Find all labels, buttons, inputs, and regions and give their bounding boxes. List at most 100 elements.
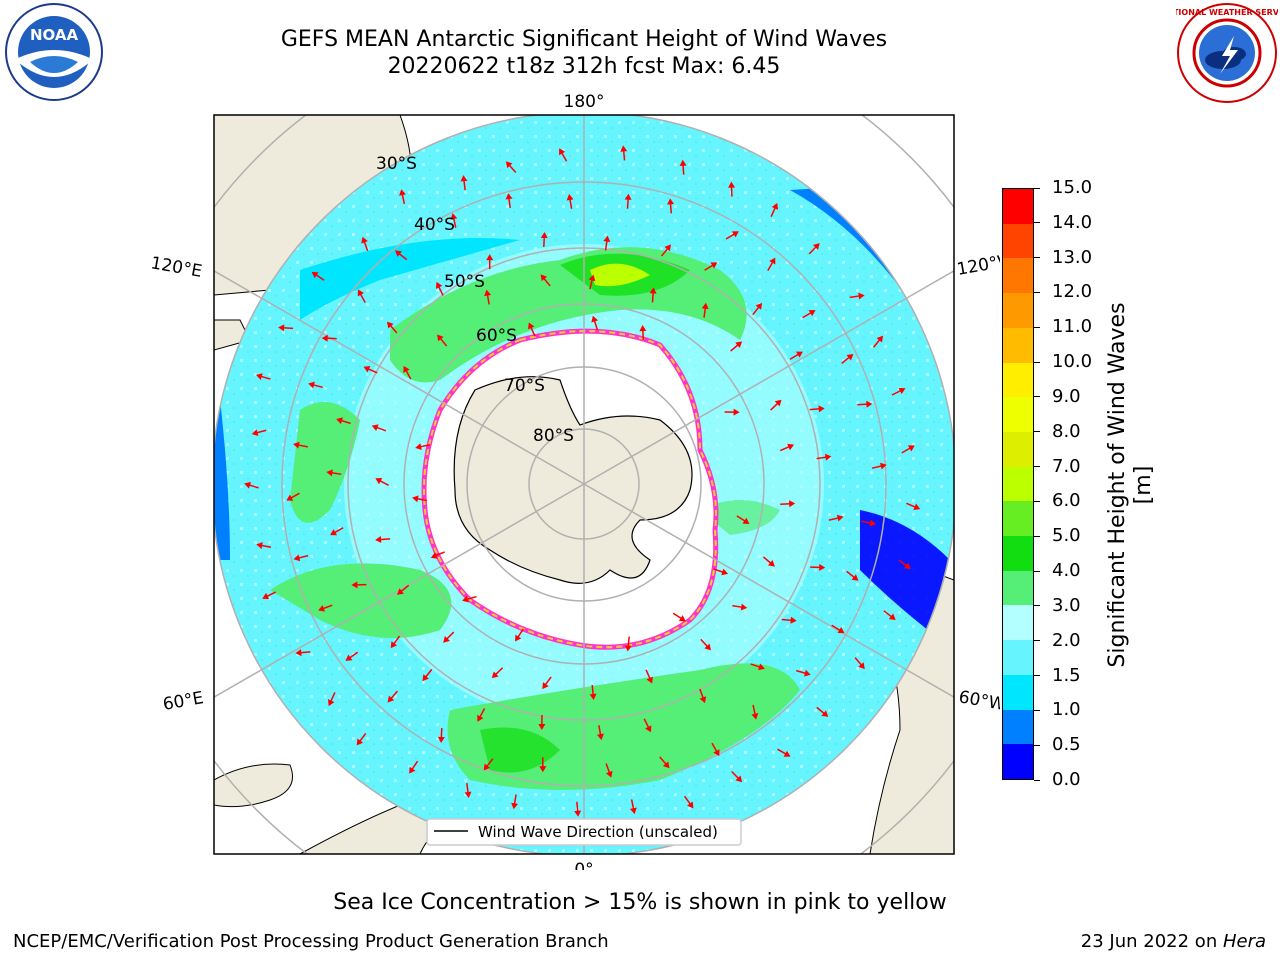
wave-direction-arrow [356, 732, 367, 746]
wave-direction-arrow [251, 429, 267, 436]
wave-direction-arrow [336, 417, 351, 425]
chart-title: GEFS MEAN Antarctic Significant Height o… [280, 27, 888, 52]
wave-direction-arrow [484, 289, 492, 305]
wave-direction-arrow [846, 570, 859, 581]
colorbar-tick [1034, 709, 1040, 711]
colorbar-tick [1034, 187, 1040, 189]
wave-direction-arrow [854, 657, 865, 670]
colorbar-tick [1034, 326, 1040, 328]
wave-direction-arrow [767, 257, 776, 271]
wave-direction-arrow [629, 799, 637, 815]
lon-label-60e: 60°E [161, 688, 205, 715]
wave-direction-arrow [751, 704, 759, 720]
colorbar-tick-label: 15.0 [1052, 177, 1093, 198]
wave-direction-arrow [620, 145, 628, 161]
map-legend: Wind Wave Direction (unscaled) [426, 818, 742, 846]
wave-direction-arrow [802, 310, 816, 319]
colorbar-tick-label: 1.5 [1052, 664, 1081, 686]
colorbar-tick-label: 8.0 [1052, 420, 1081, 442]
colorbar-tick-label: 10.0 [1052, 351, 1093, 373]
wave-direction-arrow [483, 758, 494, 771]
wave-direction-arrow [293, 554, 309, 562]
wave-direction-arrow [724, 408, 740, 416]
colorbar-tick [1034, 570, 1040, 572]
wave-direction-arrow [505, 161, 517, 173]
wave-direction-arrow [711, 742, 720, 757]
lat-label-70s: 70°S [504, 376, 545, 396]
wave-direction-arrow [539, 757, 547, 773]
wave-direction-arrow [906, 502, 921, 510]
wave-direction-arrow [327, 692, 336, 707]
colorbar-tick-label: 6.0 [1052, 490, 1081, 512]
noaa-logo-icon: NOAA [5, 3, 103, 101]
colorbar-tick-label: 2.0 [1052, 629, 1081, 651]
wave-direction-arrow [515, 628, 524, 642]
wave-direction-arrow [831, 624, 845, 634]
wave-direction-arrow [713, 568, 729, 576]
wave-direction-arrow [422, 668, 433, 682]
wave-direction-arrow [750, 663, 765, 671]
wave-direction-arrow [430, 551, 445, 559]
wave-direction-arrow [538, 714, 546, 730]
colorbar [1002, 188, 1034, 780]
wave-direction-arrow [679, 159, 687, 175]
wave-direction-arrow [412, 495, 427, 503]
wave-direction-arrow [326, 469, 342, 477]
colorbar-tick-label: 3.0 [1052, 594, 1081, 616]
wave-direction-arrow [386, 321, 398, 334]
wave-direction-arrow [318, 604, 333, 612]
colorbar-tick [1034, 675, 1040, 677]
wave-direction-arrow [777, 748, 791, 757]
lat-label-80s: 80°S [533, 426, 574, 446]
colorbar-segment [1003, 536, 1033, 571]
colorbar-tick-label: 12.0 [1052, 281, 1093, 303]
wave-direction-arrow [789, 351, 803, 360]
footer-machine: Hera [1222, 931, 1266, 952]
wind-wave-direction-arrows [244, 145, 921, 817]
colorbar-tick [1034, 744, 1040, 746]
wave-direction-arrow [849, 292, 865, 300]
colorbar-segment [1003, 744, 1033, 779]
colorbar-tick-label: 0.5 [1052, 734, 1081, 756]
wave-direction-arrow [809, 405, 825, 413]
wave-direction-arrow [736, 515, 750, 524]
noaa-logo-text: NOAA [30, 26, 79, 44]
wave-direction-arrow [781, 616, 797, 624]
colorbar-tick-label: 9.0 [1052, 385, 1081, 407]
map-frame [213, 114, 955, 855]
wave-direction-arrow [770, 399, 782, 411]
wave-direction-arrow [605, 763, 613, 778]
wave-direction-arrow [262, 591, 277, 600]
wave-direction-arrow [639, 325, 647, 341]
wave-direction-arrow [375, 536, 391, 544]
colorbar-segment [1003, 293, 1033, 328]
colorbar-tick-label: 7.0 [1052, 455, 1081, 477]
wave-direction-arrow [624, 636, 632, 652]
wave-direction-arrow [477, 708, 486, 722]
lat-label-40s: 40°S [414, 215, 455, 235]
wave-direction-arrow [861, 519, 877, 527]
wave-direction-arrow [330, 527, 344, 536]
wave-direction-arrow [437, 334, 448, 347]
wave-direction-arrow [450, 213, 458, 228]
wave-direction-arrow [828, 514, 844, 522]
wave-direction-arrow [591, 315, 599, 331]
wave-direction-arrow [730, 341, 743, 352]
wave-direction-arrow [395, 250, 408, 261]
wave-direction-arrow [901, 445, 915, 454]
wave-direction-arrow [256, 542, 272, 549]
colorbar-tick [1034, 640, 1040, 642]
legend-label: Wind Wave Direction (unscaled) [478, 823, 718, 841]
wave-direction-arrow [361, 236, 369, 252]
wave-direction-arrow [566, 194, 574, 209]
colorbar-tick-label: 0.0 [1052, 769, 1081, 790]
colorbar-segment [1003, 189, 1033, 224]
wave-direction-arrow [387, 690, 399, 703]
wave-direction-arrow [857, 400, 873, 408]
wave-direction-arrow [732, 603, 748, 611]
colorbar-tick [1034, 257, 1040, 259]
wave-direction-arrow [351, 581, 367, 589]
footer-branch: NCEP/EMC/Verification Post Processing Pr… [13, 931, 609, 952]
colorbar-segment [1003, 674, 1033, 710]
colorbar-tick [1034, 222, 1040, 224]
